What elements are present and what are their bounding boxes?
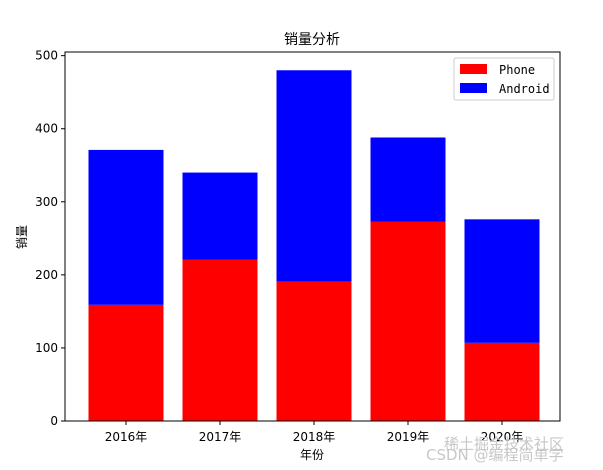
bar-android-5 <box>464 219 540 343</box>
bar-android-4 <box>370 137 446 222</box>
bar-phone-2 <box>182 259 258 421</box>
legend-swatch-phone <box>460 64 487 74</box>
x-axis: 2016年 2017年 2018年 2019年 2020年 <box>105 421 524 444</box>
y-axis: 0 100 200 300 400 500 <box>35 49 65 428</box>
bars-layer <box>88 70 540 421</box>
bar-phone-5 <box>464 342 540 421</box>
y-tick-label: 200 <box>35 268 58 282</box>
y-axis-label: 销量 <box>15 225 29 249</box>
x-tick-label: 2018年 <box>293 430 336 444</box>
y-tick-label: 100 <box>35 341 58 355</box>
x-tick-label: 2016年 <box>105 430 148 444</box>
watermark-line-2: CSDN @编程简单学 <box>426 446 564 464</box>
bar-phone-1 <box>88 304 164 421</box>
legend: Phone Android <box>453 57 555 101</box>
plot-frame <box>64 51 561 422</box>
y-tick-label: 300 <box>35 195 58 209</box>
x-tick-label: 2020年 <box>481 430 524 444</box>
bar-android-1 <box>88 149 164 305</box>
y-tick-label: 500 <box>35 49 58 63</box>
x-tick-label: 2017年 <box>199 430 242 444</box>
legend-swatch-android <box>460 83 487 93</box>
chart-title: 销量分析 <box>284 32 340 48</box>
legend-label-phone: Phone <box>499 63 535 77</box>
watermark-line-1: 稀土掘金技术社区 <box>444 435 564 453</box>
bar-phone-4 <box>370 221 446 421</box>
legend-label-android: Android <box>499 82 550 96</box>
bar-phone-3 <box>276 281 352 421</box>
y-tick-label: 0 <box>50 414 58 428</box>
bar-android-3 <box>276 70 352 282</box>
y-tick-label: 400 <box>35 122 58 136</box>
x-tick-label: 2019年 <box>387 430 430 444</box>
bar-android-2 <box>182 172 258 260</box>
watermark: 稀土掘金技术社区 CSDN @编程简单学 <box>426 435 564 464</box>
x-axis-label: 年份 <box>300 448 324 462</box>
